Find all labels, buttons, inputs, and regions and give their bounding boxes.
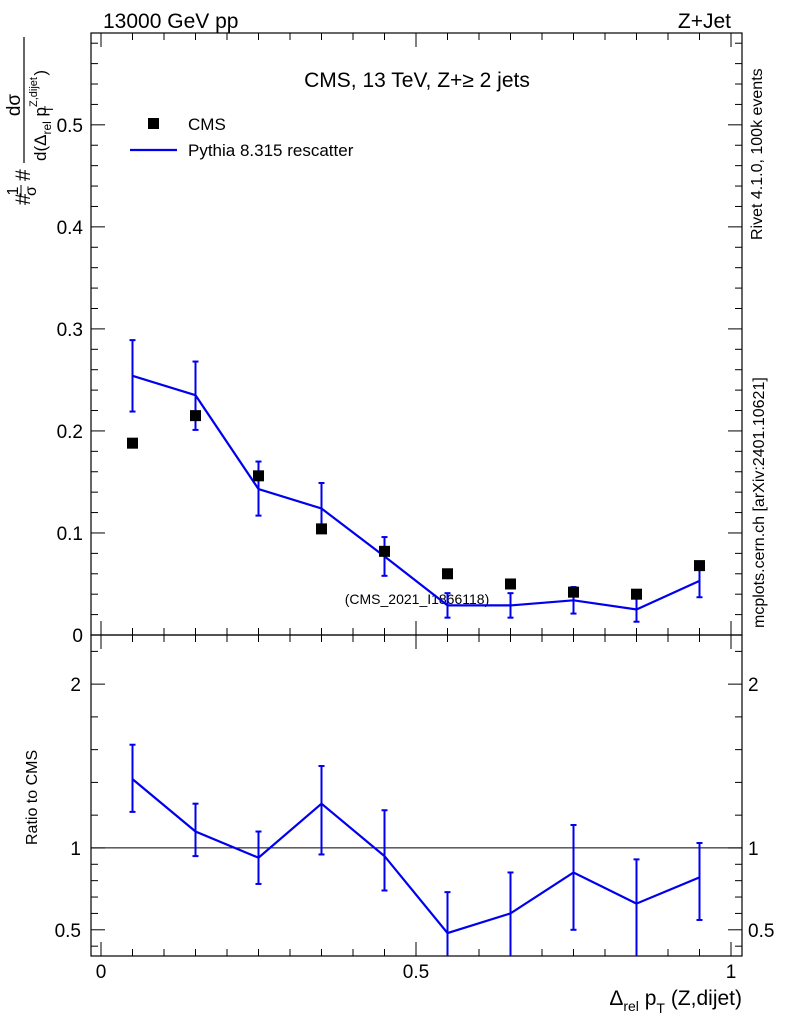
main-plot-title: CMS, 13 TeV, Z+≥ 2 jets [304, 69, 530, 92]
ratio-plot-frame [90, 634, 743, 957]
ratio-y-axis-label: Ratio to CMS [24, 750, 41, 845]
x-tick-label: 0 [96, 962, 107, 983]
ratio-y-tick-label-right: 2 [748, 675, 759, 696]
header-process-label: Z+Jet [678, 10, 731, 33]
ratio-y-tick-label: 0.5 [55, 921, 81, 942]
main-y-axis-label: # 1 σ # dσ d(Δrel pZ,dijetT) [4, 37, 56, 205]
x-tick-label: 0.5 [403, 962, 429, 983]
analysis-watermark: (CMS_2021_I1866118) [345, 591, 490, 607]
ratio-y-tick-label: 2 [70, 675, 81, 696]
main-y-tick-label: 0.4 [57, 218, 84, 239]
cms-data-point [190, 410, 201, 422]
cms-data-point [316, 523, 327, 535]
mcplots-source-label: mcplots.cern.ch [arXiv:2401.10621] [751, 377, 768, 628]
cms-data-point [442, 568, 453, 580]
rivet-version-label: Rivet 4.1.0, 100k events [749, 68, 766, 240]
ratio-y-tick-label: 1 [70, 839, 81, 860]
x-tick-label: 1 [726, 962, 737, 983]
cms-data-point [631, 588, 642, 600]
mc-series-line [132, 374, 700, 611]
legend-data-marker [148, 118, 159, 129]
cms-data-point [694, 560, 705, 572]
main-y-tick-label: 0.1 [57, 524, 83, 545]
x-axis-label: Δrel pT (Z,dijet) [609, 987, 742, 1016]
cms-data-point [568, 586, 579, 598]
ratio-y-tick-label-right: 0.5 [748, 921, 774, 942]
svg-text:1: 1 [5, 186, 22, 195]
svg-text:#: # [12, 193, 35, 205]
cms-data-point [379, 545, 390, 557]
main-y-tick-label: 0.2 [57, 422, 83, 443]
cms-data-point [127, 437, 138, 449]
svg-text:#: # [12, 169, 35, 181]
svg-text:d(Δrel pZ,dijetT): d(Δrel pZ,dijetT) [28, 70, 56, 161]
legend-mc-label: Pythia 8.315 rescatter [188, 141, 354, 160]
main-y-tick-label: 0.5 [57, 116, 83, 137]
main-y-tick-label: 0 [72, 626, 83, 647]
legend-data-label: CMS [188, 115, 226, 134]
main-y-tick-label: 0.3 [57, 320, 83, 341]
svg-text:dσ: dσ [4, 94, 25, 117]
svg-text:σ: σ [23, 186, 40, 196]
header-energy-label: 13000 GeV pp [103, 10, 238, 33]
cms-data-point [253, 470, 264, 482]
legend: CMS Pythia 8.315 rescatter [130, 115, 354, 160]
ratio-y-tick-label-right: 1 [748, 839, 759, 860]
cms-data-point [505, 578, 516, 590]
ratio-series-line [131, 778, 700, 935]
